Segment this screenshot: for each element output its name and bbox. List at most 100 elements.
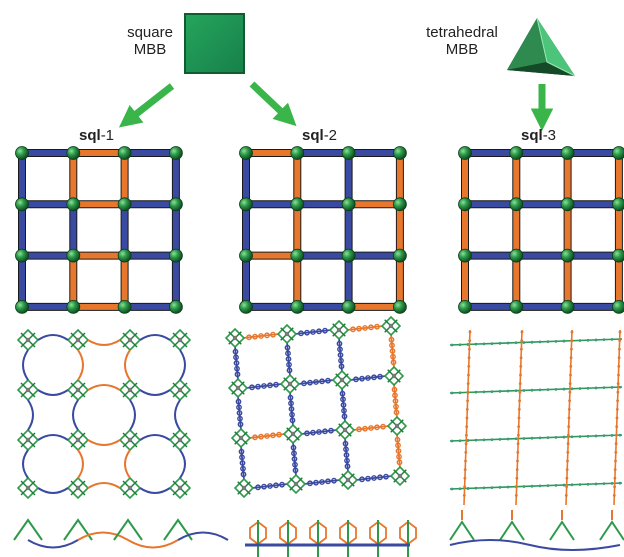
linker-atom bbox=[554, 435, 558, 439]
cluster-center bbox=[388, 323, 394, 329]
tetrahedral-mbb-icon bbox=[507, 17, 576, 77]
net-node bbox=[66, 146, 81, 160]
linker-atom bbox=[520, 339, 524, 342]
linker-atom bbox=[570, 435, 574, 439]
net-node bbox=[458, 299, 472, 314]
net-node bbox=[290, 146, 305, 160]
linker bbox=[87, 384, 121, 391]
linker-ring bbox=[236, 404, 242, 411]
net-node bbox=[117, 248, 132, 263]
linker-atom bbox=[530, 436, 534, 440]
cluster-center bbox=[287, 381, 293, 387]
cluster-center bbox=[391, 373, 397, 379]
linker-atom bbox=[567, 433, 570, 437]
linker-ring bbox=[359, 375, 365, 382]
linker bbox=[352, 425, 390, 431]
linker-ring bbox=[356, 426, 362, 433]
linker bbox=[179, 349, 186, 381]
linker bbox=[251, 483, 289, 489]
linker-ring bbox=[261, 383, 267, 389]
linker-atom bbox=[506, 389, 510, 393]
linker-ring bbox=[394, 436, 401, 443]
sql-1-net bbox=[15, 146, 183, 314]
linker bbox=[449, 338, 623, 346]
linker-atom bbox=[562, 483, 566, 487]
linker-atom bbox=[616, 390, 620, 394]
linker-atom bbox=[586, 434, 590, 438]
linker-ring bbox=[270, 432, 276, 439]
linker-atom bbox=[586, 482, 590, 486]
linker-ring bbox=[270, 331, 276, 338]
linker-ring bbox=[389, 342, 395, 349]
net-node bbox=[239, 248, 253, 263]
linker-atom bbox=[565, 468, 569, 471]
linker-ring bbox=[390, 353, 396, 360]
linker-atom bbox=[463, 485, 466, 489]
linker-ring bbox=[339, 390, 346, 397]
net-node bbox=[612, 146, 624, 160]
net-node bbox=[458, 197, 472, 212]
linker-atom bbox=[450, 439, 454, 443]
linker-atom bbox=[538, 484, 542, 488]
linker bbox=[237, 395, 242, 431]
linker bbox=[349, 375, 387, 381]
linker-atom bbox=[468, 330, 472, 334]
linker-ring bbox=[289, 417, 296, 424]
linker-atom bbox=[522, 341, 526, 344]
linker-ring bbox=[239, 460, 246, 466]
linker-atom bbox=[618, 347, 621, 351]
linker-ring bbox=[340, 396, 346, 403]
cluster-center bbox=[25, 337, 31, 343]
layer-strut bbox=[13, 518, 43, 541]
square-mbb-label-line1: square bbox=[127, 24, 173, 41]
cluster-center bbox=[127, 337, 133, 343]
linker-atom bbox=[465, 416, 469, 420]
linker-ring bbox=[356, 325, 362, 332]
linker-atom bbox=[568, 399, 571, 403]
linker-ring bbox=[374, 323, 380, 330]
linker bbox=[37, 434, 69, 441]
linker-atom bbox=[515, 485, 518, 489]
linker-atom bbox=[458, 487, 462, 491]
linker-atom bbox=[613, 468, 617, 471]
linker bbox=[72, 399, 79, 431]
linker-ring bbox=[316, 429, 322, 435]
layer-linker bbox=[177, 531, 229, 541]
linker-ring bbox=[383, 473, 389, 480]
linker-ring bbox=[234, 371, 241, 378]
linker bbox=[139, 389, 171, 396]
linker bbox=[179, 449, 186, 479]
linker-ring bbox=[264, 433, 270, 439]
linker-atom bbox=[566, 451, 570, 454]
layer-strut bbox=[113, 518, 143, 541]
linker-ring bbox=[288, 400, 294, 407]
linker-atom bbox=[554, 483, 558, 487]
linker-ring bbox=[341, 407, 347, 414]
linker-atom bbox=[498, 485, 502, 489]
cluster-center bbox=[25, 437, 31, 443]
net-node bbox=[560, 197, 575, 212]
linker bbox=[338, 337, 343, 373]
linker-atom bbox=[520, 347, 523, 351]
linker-atom bbox=[462, 494, 466, 497]
linker-atom bbox=[570, 483, 574, 487]
linker-ring bbox=[298, 330, 304, 337]
linker-atom bbox=[616, 382, 620, 385]
linker-atom bbox=[570, 387, 574, 391]
linker-atom bbox=[567, 408, 571, 411]
linker-ring bbox=[322, 428, 328, 435]
net-node bbox=[290, 197, 305, 212]
linker-atom bbox=[570, 339, 574, 342]
linker-atom bbox=[515, 476, 519, 480]
metal-cluster bbox=[279, 373, 301, 395]
linker-ring bbox=[371, 374, 377, 381]
linker-ring bbox=[304, 329, 310, 336]
linker-ring bbox=[342, 440, 349, 447]
cluster-center bbox=[75, 437, 81, 443]
linker-ring bbox=[395, 448, 402, 454]
layer-strut bbox=[549, 520, 575, 541]
linker-ring bbox=[252, 434, 258, 441]
linker bbox=[242, 333, 280, 339]
cluster-center bbox=[25, 387, 31, 393]
linker-atom bbox=[519, 365, 523, 368]
